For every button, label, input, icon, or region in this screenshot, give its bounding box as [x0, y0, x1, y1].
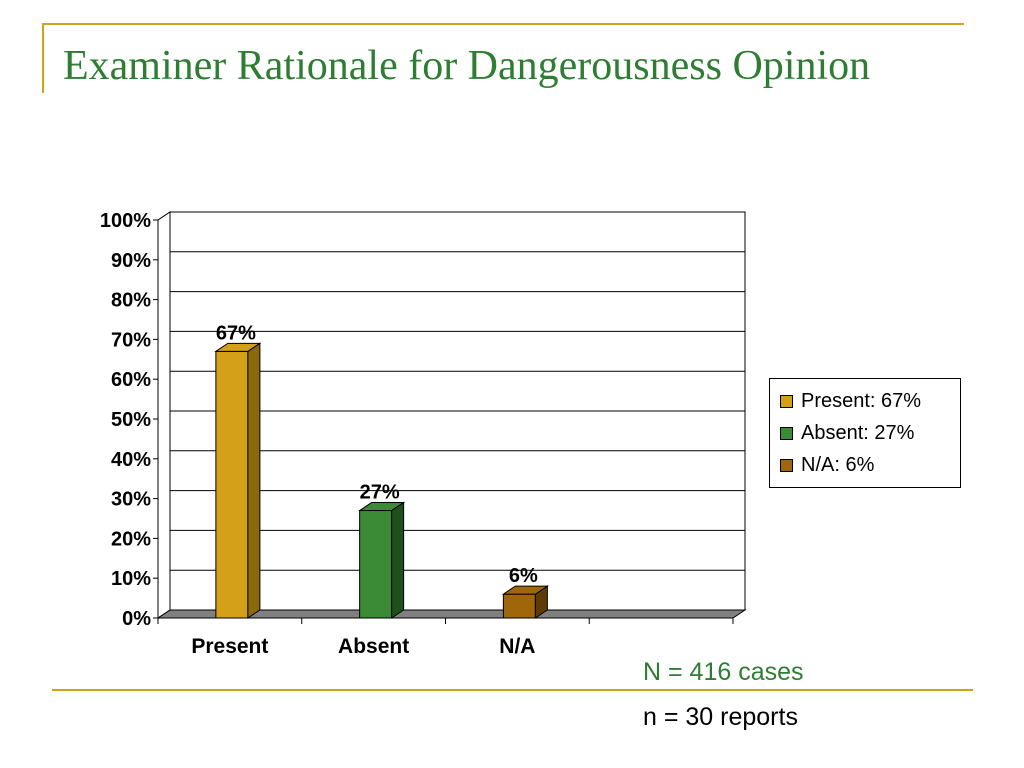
y-tick-label: 100%: [100, 210, 151, 232]
plot-side-wall: [157, 211, 171, 619]
y-tick-label: 40%: [111, 449, 151, 471]
legend-item-na: N/A: 6%: [780, 449, 960, 481]
y-tick-label: 50%: [111, 409, 151, 431]
chart-legend: Present: 67% Absent: 27% N/A: 6%: [769, 378, 961, 488]
bar-present: [215, 350, 249, 619]
y-tick-label: 80%: [111, 290, 151, 312]
bar-top-absent: [357, 502, 406, 512]
legend-label-na: N/A: 6%: [801, 453, 875, 476]
y-tick-label: 70%: [111, 329, 151, 351]
top-accent-rule: [42, 23, 964, 25]
bottom-accent-rule: [52, 689, 973, 691]
legend-item-present: Present: 67%: [780, 385, 960, 417]
bar-n-a: [502, 593, 536, 619]
x-tick-label-present: Present: [191, 635, 268, 658]
legend-swatch-na: [780, 458, 793, 472]
reports-note: n = 30 reports: [643, 703, 798, 731]
y-tick-label: 60%: [111, 369, 151, 391]
y-tick-label: 90%: [111, 250, 151, 272]
bar-absent: [359, 510, 393, 619]
y-tick-label: 10%: [111, 568, 151, 590]
bar-side-absent: [391, 501, 405, 619]
x-tick-label-n-a: N/A: [499, 635, 535, 658]
bar-top-n-a: [501, 585, 550, 595]
bar-side-present: [247, 342, 261, 619]
slide-title: Examiner Rationale for Dangerousness Opi…: [63, 43, 871, 89]
y-tick-label: 0%: [122, 608, 151, 630]
legend-item-absent: Absent: 27%: [780, 417, 960, 449]
legend-label-present: Present: 67%: [801, 389, 922, 412]
legend-label-absent: Absent: 27%: [801, 421, 915, 444]
data-label-present: 67%: [216, 322, 256, 344]
bar-top-present: [214, 342, 262, 352]
legend-swatch-absent: [780, 426, 793, 440]
legend-swatch-present: [780, 394, 793, 408]
cases-note: N = 416 cases: [643, 658, 804, 686]
left-accent-rule: [42, 23, 44, 93]
data-label-n-a: 6%: [509, 565, 538, 587]
data-label-absent: 27%: [360, 482, 400, 504]
x-tick-label-absent: Absent: [338, 635, 409, 658]
y-tick-label: 20%: [111, 528, 151, 550]
y-tick-label: 30%: [111, 489, 151, 511]
